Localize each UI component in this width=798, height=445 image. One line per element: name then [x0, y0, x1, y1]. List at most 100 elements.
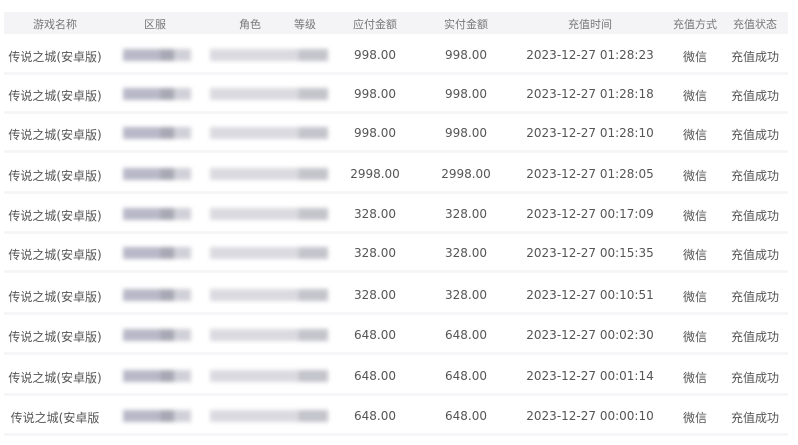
row-divider [4, 231, 788, 234]
payable-amount-cell: 328.00 [354, 246, 396, 260]
redacted-role-level [210, 410, 328, 422]
table-row: 传说之城(安卓版) 648.00 648.00 2023-12-27 00:02:30… [4, 315, 788, 355]
row-divider [4, 352, 788, 355]
table-row: 传说之城(安卓版 648.00 648.00 2023-12-27 00:00:10 微… [4, 396, 788, 436]
redacted-server [123, 49, 191, 61]
row-divider [4, 191, 788, 194]
table-row: 传说之城(安卓版) 998.00 998.00 2023-12-27 01:28:23… [4, 35, 788, 75]
redacted-server [123, 88, 191, 100]
recharge-time-cell: 2023-12-27 00:10:51 [526, 288, 654, 302]
redacted-role-level [210, 208, 328, 220]
game-name-cell: 传说之城(安卓版) [8, 248, 102, 262]
payable-amount-cell: 998.00 [354, 87, 396, 101]
redacted-server [123, 127, 191, 139]
game-name-cell: 传说之城(安卓版) [8, 128, 102, 142]
redacted-server [123, 168, 191, 180]
header-payable: 应付金额 [353, 18, 397, 31]
header-level: 等级 [294, 18, 316, 31]
recharge-time-cell: 2023-12-27 00:15:35 [526, 246, 654, 260]
payable-amount-cell: 648.00 [354, 369, 396, 383]
table-row: 传说之城(安卓版) 328.00 328.00 2023-12-27 00:15:35… [4, 233, 788, 273]
recharge-status-cell: 充值成功 [730, 330, 780, 344]
table-header [4, 12, 788, 34]
redacted-role-level [210, 289, 328, 301]
recharge-method-cell: 微信 [682, 330, 708, 344]
recharge-method-cell: 微信 [682, 290, 708, 304]
redacted-server [123, 410, 191, 422]
payable-amount-cell: 328.00 [354, 288, 396, 302]
redacted-role-level [210, 127, 328, 139]
header-time: 充值时间 [568, 18, 612, 31]
paid-amount-cell: 328.00 [445, 246, 487, 260]
recharge-status-cell: 充值成功 [730, 128, 780, 142]
redacted-role-level [210, 247, 328, 259]
recharge-method-cell: 微信 [682, 89, 708, 103]
recharge-method-cell: 微信 [682, 371, 708, 385]
redacted-role-level [210, 370, 328, 382]
recharge-time-cell: 2023-12-27 01:28:05 [526, 167, 654, 181]
header-method: 充值方式 [673, 18, 717, 31]
paid-amount-cell: 648.00 [445, 328, 487, 342]
game-name-cell: 传说之城(安卓版) [8, 290, 102, 304]
redacted-role-level [210, 329, 328, 341]
paid-amount-cell: 998.00 [445, 87, 487, 101]
table-row: 传说之城(安卓版) 648.00 648.00 2023-12-27 00:01:14… [4, 356, 788, 396]
recharge-status-cell: 充值成功 [730, 248, 780, 262]
paid-amount-cell: 328.00 [445, 288, 487, 302]
row-divider [4, 312, 788, 315]
row-divider [4, 433, 788, 436]
recharge-method-cell: 微信 [682, 169, 708, 183]
table-row: 传说之城(安卓版) 998.00 998.00 2023-12-27 01:28:18… [4, 74, 788, 114]
paid-amount-cell: 998.00 [445, 48, 487, 62]
game-name-cell: 传说之城(安卓版) [8, 89, 102, 103]
recharge-method-cell: 微信 [682, 128, 708, 142]
payable-amount-cell: 2998.00 [350, 167, 400, 181]
redacted-role-level [210, 49, 328, 61]
paid-amount-cell: 998.00 [445, 126, 487, 140]
paid-amount-cell: 2998.00 [441, 167, 491, 181]
recharge-time-cell: 2023-12-27 00:01:14 [526, 369, 654, 383]
redacted-role-level [210, 168, 328, 180]
payable-amount-cell: 328.00 [354, 207, 396, 221]
redacted-server [123, 247, 191, 259]
header-server: 区服 [144, 18, 166, 31]
recharge-time-cell: 2023-12-27 00:17:09 [526, 207, 654, 221]
recharge-time-cell: 2023-12-27 00:02:30 [526, 328, 654, 342]
row-divider [4, 111, 788, 114]
recharge-status-cell: 充值成功 [730, 290, 780, 304]
game-name-cell: 传说之城(安卓版) [8, 50, 102, 64]
recharge-status-cell: 充值成功 [730, 89, 780, 103]
row-divider [4, 393, 788, 396]
row-divider [4, 270, 788, 273]
recharge-time-cell: 2023-12-27 00:00:10 [526, 409, 654, 423]
header-paid: 实付金额 [444, 18, 488, 31]
row-divider [4, 150, 788, 153]
table-row: 传说之城(安卓版) 998.00 998.00 2023-12-27 01:28:10… [4, 113, 788, 153]
payable-amount-cell: 648.00 [354, 328, 396, 342]
payable-amount-cell: 648.00 [354, 409, 396, 423]
table-row: 传说之城(安卓版) 328.00 328.00 2023-12-27 00:17:09… [4, 194, 788, 234]
recharge-time-cell: 2023-12-27 01:28:18 [526, 87, 654, 101]
paid-amount-cell: 648.00 [445, 369, 487, 383]
paid-amount-cell: 328.00 [445, 207, 487, 221]
recharge-status-cell: 充值成功 [730, 371, 780, 385]
redacted-server [123, 289, 191, 301]
recharge-status-cell: 充值成功 [730, 411, 780, 425]
redacted-server [123, 370, 191, 382]
game-name-cell: 传说之城(安卓版) [8, 371, 102, 385]
header-status: 充值状态 [733, 18, 777, 31]
payable-amount-cell: 998.00 [354, 126, 396, 140]
recharge-method-cell: 微信 [682, 209, 708, 223]
game-name-cell: 传说之城(安卓版) [8, 330, 102, 344]
recharge-status-cell: 充值成功 [730, 209, 780, 223]
redacted-server [123, 208, 191, 220]
game-name-cell: 传说之城(安卓版) [8, 209, 102, 223]
recharge-status-cell: 充值成功 [730, 169, 780, 183]
game-name-cell: 传说之城(安卓版) [8, 169, 102, 183]
redacted-role-level [210, 88, 328, 100]
game-name-cell: 传说之城(安卓版 [10, 411, 100, 425]
table-row: 传说之城(安卓版) 328.00 328.00 2023-12-27 00:10:51… [4, 275, 788, 315]
paid-amount-cell: 648.00 [445, 409, 487, 423]
row-divider [4, 72, 788, 75]
recharge-method-cell: 微信 [682, 248, 708, 262]
